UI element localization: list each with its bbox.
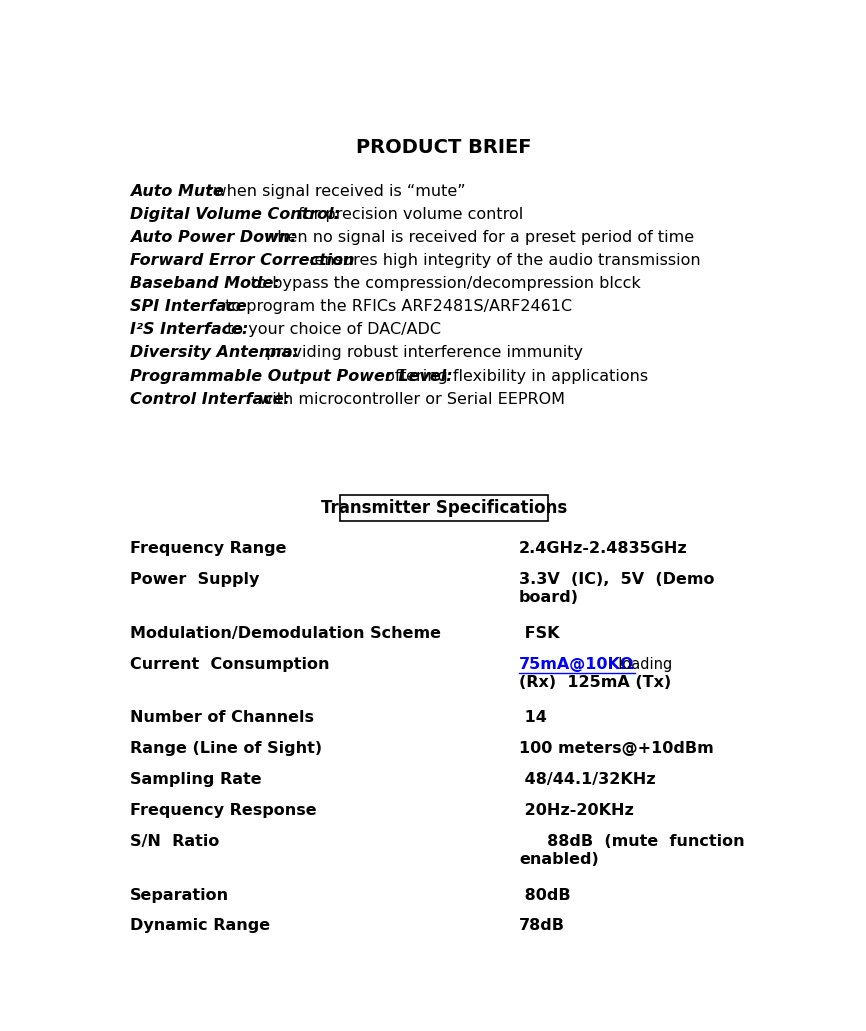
Text: board): board) xyxy=(519,591,579,605)
Text: to program the RFICs ARF2481S/ARF2461C: to program the RFICs ARF2481S/ARF2461C xyxy=(221,299,572,314)
Text: enabled): enabled) xyxy=(519,853,598,867)
Text: Programmable Output Power Level:: Programmable Output Power Level: xyxy=(130,368,453,384)
Text: to bypass the compression/decompression blcck: to bypass the compression/decompression … xyxy=(246,276,641,291)
Text: 80dB: 80dB xyxy=(519,888,571,902)
Text: Frequency Response: Frequency Response xyxy=(130,803,317,818)
Text: Current  Consumption: Current Consumption xyxy=(130,657,329,671)
Text: when no signal is received for a preset period of time: when no signal is received for a preset … xyxy=(259,230,695,245)
Text: (Rx)  125mA (Tx): (Rx) 125mA (Tx) xyxy=(519,675,671,690)
Text: offering flexibility in applications: offering flexibility in applications xyxy=(380,368,648,384)
Text: Transmitter Specifications: Transmitter Specifications xyxy=(320,499,567,517)
Text: FSK: FSK xyxy=(519,626,559,640)
Text: for precision volume control: for precision volume control xyxy=(293,207,523,222)
Text: 88dB  (mute  function: 88dB (mute function xyxy=(519,834,745,849)
Text: Digital Volume Control:: Digital Volume Control: xyxy=(130,207,340,222)
Text: to your choice of DAC/ADC: to your choice of DAC/ADC xyxy=(222,323,441,337)
Text: Power  Supply: Power Supply xyxy=(130,572,259,587)
Text: Control Interface:: Control Interface: xyxy=(130,392,290,406)
Text: 48/44.1/32KHz: 48/44.1/32KHz xyxy=(519,772,656,787)
FancyBboxPatch shape xyxy=(340,495,547,521)
Text: Auto Power Down:: Auto Power Down: xyxy=(130,230,296,245)
Text: providing robust interference immunity: providing robust interference immunity xyxy=(261,345,583,361)
Text: with microcontroller or Serial EEPROM: with microcontroller or Serial EEPROM xyxy=(254,392,565,406)
Text: 100 meters@+10dBm: 100 meters@+10dBm xyxy=(519,741,714,757)
Text: Diversity Antenna:: Diversity Antenna: xyxy=(130,345,299,361)
Text: SPI Interface: SPI Interface xyxy=(130,299,247,314)
Text: Dynamic Range: Dynamic Range xyxy=(130,919,270,933)
Text: 78dB: 78dB xyxy=(519,919,565,933)
Text: 75mA@10KΩ: 75mA@10KΩ xyxy=(519,657,635,671)
Text: PRODUCT BRIEF: PRODUCT BRIEF xyxy=(356,137,532,157)
Text: Modulation/Demodulation Scheme: Modulation/Demodulation Scheme xyxy=(130,626,441,640)
Text: loading: loading xyxy=(609,657,672,671)
Text: :when signal received is “mute”: :when signal received is “mute” xyxy=(203,184,465,199)
Text: Sampling Rate: Sampling Rate xyxy=(130,772,262,787)
Text: 2.4GHz-2.4835GHz: 2.4GHz-2.4835GHz xyxy=(519,541,688,556)
Text: Separation: Separation xyxy=(130,888,229,902)
Text: 20Hz-20KHz: 20Hz-20KHz xyxy=(519,803,634,818)
Text: 3.3V  (IC),  5V  (Demo: 3.3V (IC), 5V (Demo xyxy=(519,572,714,587)
Text: Range (Line of Sight): Range (Line of Sight) xyxy=(130,741,322,757)
Text: Number of Channels: Number of Channels xyxy=(130,710,314,726)
Text: S/N  Ratio: S/N Ratio xyxy=(130,834,219,849)
Text: Auto Mute: Auto Mute xyxy=(130,184,223,199)
Text: 14: 14 xyxy=(519,710,546,726)
Text: Frequency Range: Frequency Range xyxy=(130,541,287,556)
Text: :ensures high integrity of the audio transmission: :ensures high integrity of the audio tra… xyxy=(304,253,701,268)
Text: Forward Error Correction: Forward Error Correction xyxy=(130,253,354,268)
Text: I²S Interface:: I²S Interface: xyxy=(130,323,249,337)
Text: Baseband Mode:: Baseband Mode: xyxy=(130,276,280,291)
